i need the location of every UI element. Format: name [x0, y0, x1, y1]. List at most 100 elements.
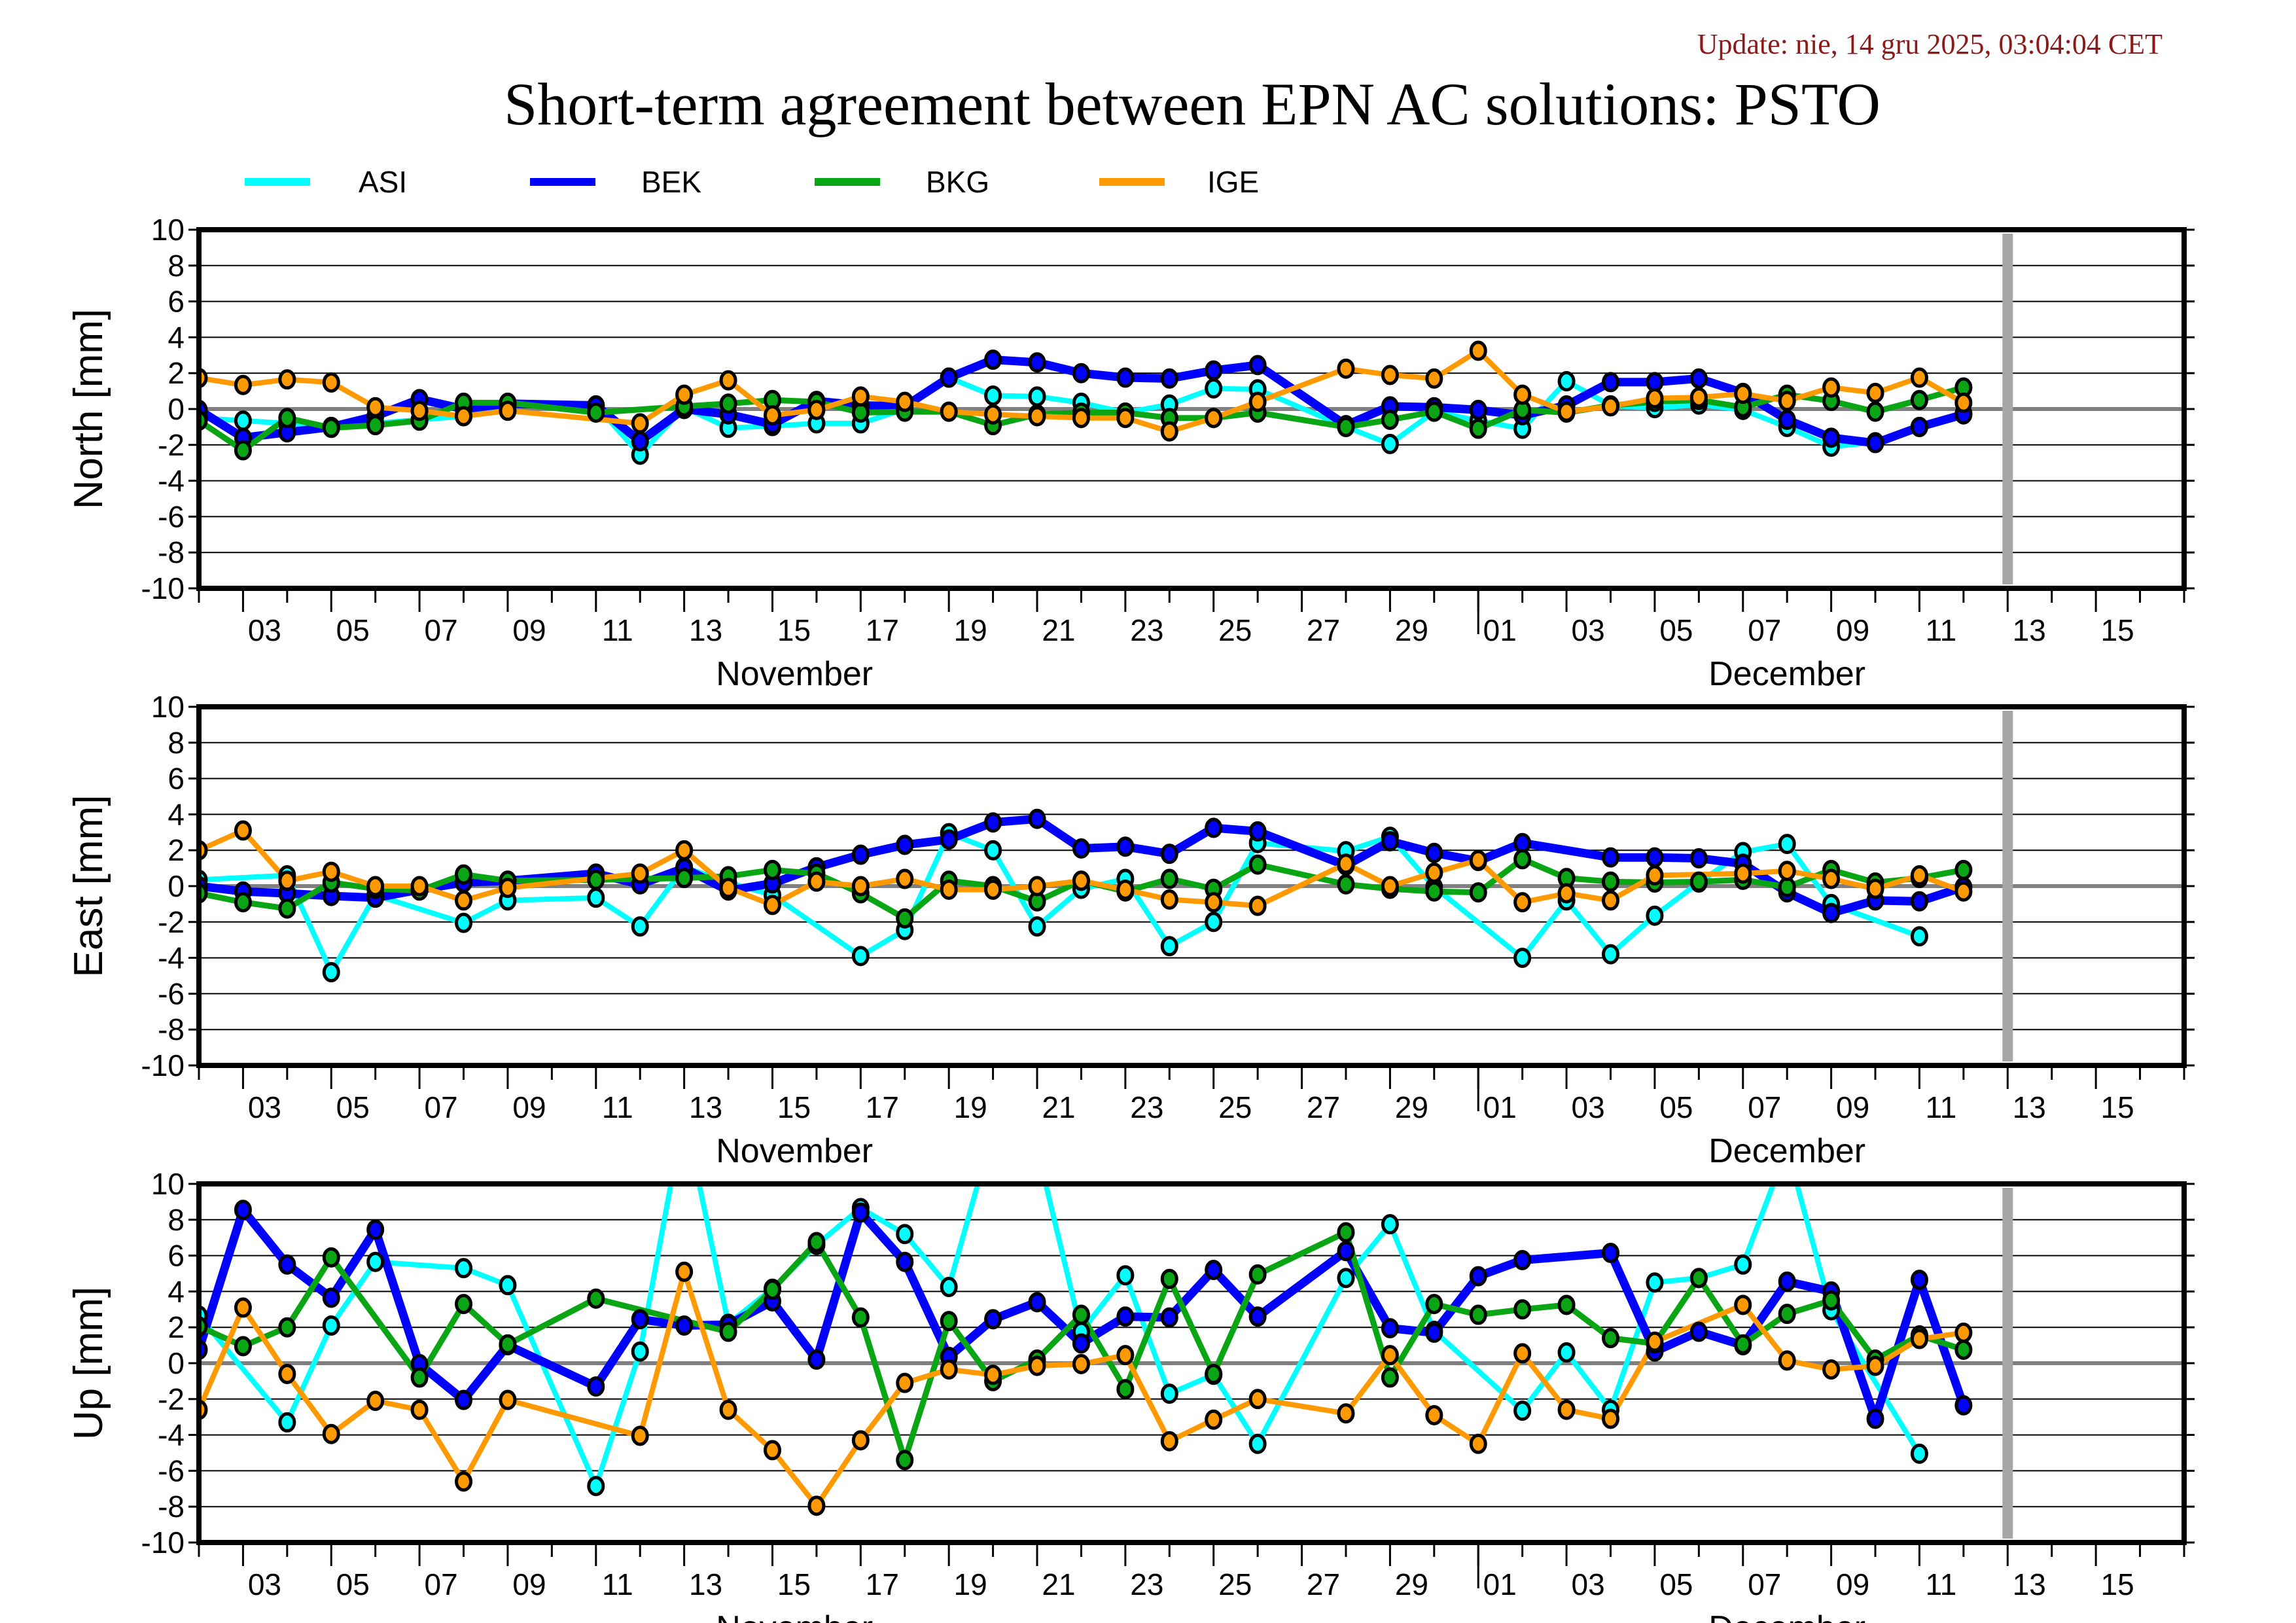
x-tick-label: 23: [1130, 613, 1163, 647]
x-tick-label: 01: [1483, 1090, 1517, 1124]
x-tick-label: 13: [2013, 1090, 2046, 1124]
data-point-ige: [1381, 365, 1399, 385]
data-point-bkg: [1513, 1299, 1532, 1320]
x-tick-label: 27: [1307, 1567, 1340, 1601]
legend-swatch-bkg: [815, 178, 880, 186]
x-tick-label: 23: [1130, 1090, 1163, 1124]
current-day-marker: [2002, 711, 2013, 1061]
data-point-bkg: [1116, 1379, 1135, 1400]
x-tick-label: 03: [248, 1567, 281, 1601]
data-point-ige: [1205, 1409, 1223, 1430]
y-tick-label: 2: [168, 356, 185, 390]
data-point-bkg: [587, 1288, 605, 1309]
legend-swatch-asi: [245, 178, 310, 186]
data-point-bkg: [1337, 1222, 1355, 1243]
legend: ASI BEK BKG IGE: [245, 165, 1259, 199]
data-point-ige: [851, 1430, 870, 1451]
y-tick-label: -4: [158, 464, 185, 498]
data-point-bkg: [1160, 868, 1178, 889]
data-point-bek: [1205, 817, 1223, 838]
data-point-ige: [1822, 1359, 1841, 1380]
x-tick-label: 11: [602, 1567, 633, 1601]
data-point-ige: [675, 840, 694, 861]
x-tick-label: 05: [336, 1090, 370, 1124]
data-point-bek: [631, 1309, 649, 1330]
x-tick-label: 17: [866, 1090, 899, 1124]
data-point-ige: [763, 1440, 781, 1461]
data-point-ige: [675, 384, 694, 405]
data-point-bkg: [234, 440, 252, 461]
data-point-ige: [410, 1399, 429, 1420]
data-point-ige: [1469, 1433, 1487, 1454]
data-point-bkg: [1469, 882, 1487, 903]
data-point-ige: [1248, 895, 1267, 916]
data-point-bek: [1602, 847, 1620, 868]
data-point-bkg: [234, 1336, 252, 1357]
x-tick-label: 07: [425, 613, 458, 647]
y-tick-label: -4: [158, 1418, 185, 1452]
data-point-bkg: [1248, 1264, 1267, 1285]
data-point-ige: [1602, 396, 1620, 417]
data-point-bkg: [410, 1367, 429, 1388]
data-point-ige: [234, 1297, 252, 1318]
current-day-marker: [2002, 234, 2013, 584]
month-label-december: December: [1708, 1609, 1865, 1623]
data-point-bek: [455, 1389, 473, 1410]
data-point-ige: [1160, 1431, 1178, 1452]
data-point-bkg: [1602, 871, 1620, 892]
data-point-ige: [1028, 406, 1046, 427]
east-plot-area: [199, 808, 1973, 983]
data-point-asi: [1116, 1265, 1135, 1286]
data-point-ige: [1337, 358, 1355, 379]
data-point-bek: [1116, 1306, 1135, 1327]
legend-swatch-bek: [530, 178, 595, 186]
data-point-ige: [278, 870, 296, 891]
data-point-bek: [1160, 1307, 1178, 1328]
x-tick-label: 11: [602, 613, 633, 647]
data-point-bek: [1866, 1408, 1884, 1429]
x-tick-label: 07: [425, 1090, 458, 1124]
month-label-november: November: [716, 655, 873, 693]
data-point-ige: [366, 876, 385, 897]
data-point-bkg: [322, 418, 340, 438]
data-point-bkg: [1557, 1294, 1576, 1315]
data-point-ige: [410, 401, 429, 421]
data-point-asi: [1778, 834, 1796, 855]
month-label-december: December: [1708, 1132, 1865, 1170]
data-point-ige: [719, 878, 737, 899]
x-tick-label: 15: [777, 613, 811, 647]
data-point-bek: [1954, 1395, 1973, 1416]
data-point-bek: [631, 431, 649, 452]
x-tick-label: 13: [2013, 613, 2046, 647]
data-point-bkg: [763, 859, 781, 880]
data-point-asi: [1205, 378, 1223, 399]
data-point-ige: [1866, 1355, 1884, 1376]
data-point-ige: [1116, 408, 1135, 429]
data-point-asi: [1557, 371, 1576, 392]
data-point-asi: [1602, 944, 1620, 965]
x-tick-label: 25: [1218, 1090, 1252, 1124]
data-point-bkg: [1425, 1294, 1443, 1315]
x-tick-label: 09: [512, 1090, 546, 1124]
data-point-bek: [1425, 842, 1443, 863]
x-tick-label: 19: [954, 1090, 987, 1124]
data-point-asi: [587, 1476, 605, 1497]
data-point-asi: [1646, 1272, 1664, 1293]
data-point-asi: [984, 385, 1002, 406]
data-point-bek: [1866, 433, 1884, 454]
data-point-ige: [1425, 862, 1443, 883]
x-tick-label: 07: [1748, 1567, 1781, 1601]
x-tick-label: 15: [2101, 613, 2134, 647]
data-point-asi: [234, 410, 252, 431]
data-point-bkg: [1205, 1363, 1223, 1384]
x-tick-label: 17: [866, 613, 899, 647]
data-point-asi: [1205, 912, 1223, 933]
data-point-asi: [1734, 1254, 1752, 1275]
data-point-ige: [1734, 383, 1752, 404]
data-point-asi: [1160, 936, 1178, 957]
data-point-bkg: [940, 1311, 958, 1332]
data-point-ige: [1425, 1404, 1443, 1425]
y-tick-label: 2: [168, 833, 185, 867]
data-point-ige: [322, 1423, 340, 1444]
